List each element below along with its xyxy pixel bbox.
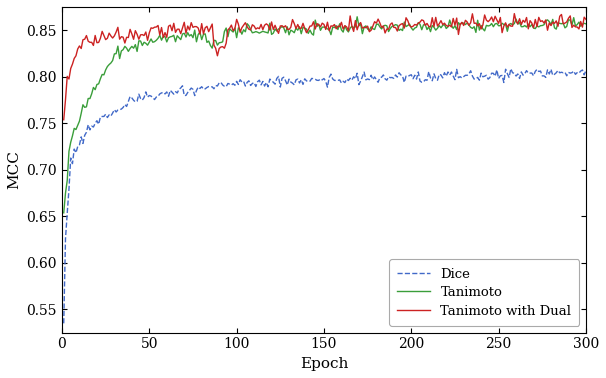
Tanimoto with Dual: [380, 24, 387, 28]
Dice: [371, 75, 378, 79]
Tanimoto with Dual: [369, 24, 376, 28]
Tanimoto with Dual: [511, 11, 518, 16]
Tanimoto: [373, 22, 380, 27]
Tanimoto: [535, 25, 542, 29]
Line: Dice: Dice: [64, 69, 586, 323]
Tanimoto: [381, 23, 388, 28]
Dice: [500, 80, 507, 85]
X-axis label: Epoch: Epoch: [300, 357, 348, 371]
Dice: [380, 73, 387, 77]
Y-axis label: MCC: MCC: [7, 150, 21, 189]
Tanimoto with Dual: [62, 98, 69, 102]
Tanimoto: [353, 14, 361, 19]
Tanimoto with Dual: [371, 19, 378, 24]
Tanimoto with Dual: [535, 15, 542, 20]
Tanimoto: [582, 22, 590, 26]
Tanimoto: [60, 211, 67, 215]
Line: Tanimoto with Dual: Tanimoto with Dual: [64, 14, 586, 120]
Tanimoto with Dual: [60, 118, 67, 122]
Tanimoto with Dual: [582, 17, 590, 22]
Tanimoto with Dual: [500, 24, 507, 28]
Dice: [507, 67, 514, 71]
Line: Tanimoto: Tanimoto: [64, 17, 586, 213]
Dice: [369, 77, 376, 82]
Legend: Dice, Tanimoto, Tanimoto with Dual: Dice, Tanimoto, Tanimoto with Dual: [389, 259, 579, 326]
Dice: [535, 69, 542, 74]
Tanimoto: [62, 191, 69, 195]
Dice: [582, 68, 590, 73]
Tanimoto: [502, 22, 509, 26]
Dice: [62, 237, 69, 241]
Tanimoto: [371, 27, 378, 32]
Dice: [60, 321, 67, 325]
